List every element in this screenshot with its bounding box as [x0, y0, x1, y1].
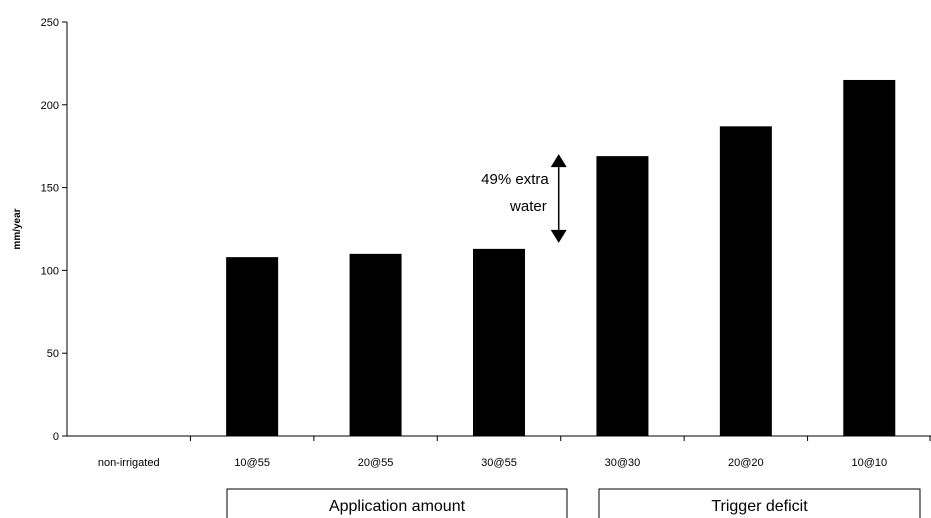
category-label: 20@55 — [358, 457, 394, 469]
category-label: 10@55 — [234, 457, 270, 469]
group-label: Trigger deficit — [711, 498, 808, 515]
bars — [226, 79, 896, 437]
y-tick-label: 0 — [53, 431, 59, 443]
bar-10@55 — [226, 257, 279, 436]
annotation-line-1: 49% extra — [481, 171, 549, 188]
bar-10@10 — [843, 79, 896, 437]
bar-30@55 — [473, 248, 525, 436]
y-tick-label: 150 — [41, 183, 59, 195]
arrow-up-icon — [550, 154, 567, 168]
group-label: Application amount — [329, 498, 466, 515]
category-groups: Application amount Trigger deficit — [226, 488, 921, 518]
bar-20@55 — [349, 253, 402, 436]
group-bracket — [226, 488, 568, 518]
category-label: 30@55 — [481, 457, 517, 469]
group-bracket — [598, 488, 921, 518]
annotation-line-2: water — [509, 198, 547, 215]
y-ticks: 0 50 100 150 200 250 — [41, 17, 67, 443]
category-label: 10@10 — [851, 457, 887, 469]
category-label: non-irrigated — [98, 457, 160, 469]
category-label: 20@20 — [728, 457, 764, 469]
extra-water-annotation: 49% extra water — [481, 154, 567, 243]
bar-20@20 — [719, 126, 772, 436]
category-labels: non-irrigated 10@55 20@55 30@55 30@30 20@20 10… — [98, 457, 887, 469]
y-tick-label: 200 — [41, 100, 59, 112]
y-tick-label: 100 — [41, 265, 59, 277]
x-ticks — [189, 436, 931, 441]
bar-30@30 — [596, 156, 649, 437]
y-tick-label: 250 — [41, 17, 59, 29]
y-tick-label: 50 — [47, 348, 59, 360]
y-axis-label: mm/year — [12, 208, 23, 249]
arrow-down-icon — [550, 229, 567, 243]
category-label: 30@30 — [605, 457, 641, 469]
